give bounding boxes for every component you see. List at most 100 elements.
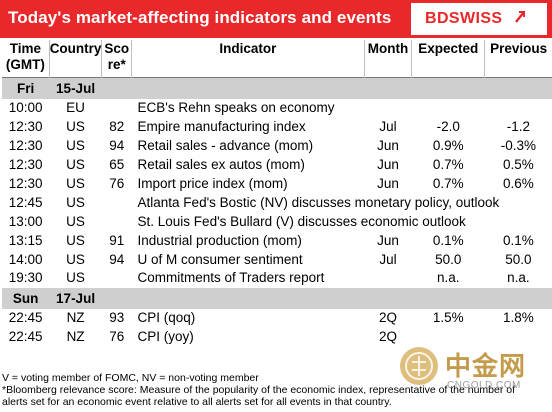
event-time: 12:30	[8, 176, 43, 191]
event-month: Jul	[379, 251, 397, 267]
day-date: 17-Jul	[49, 287, 102, 309]
table-row: 13:00 US St. Louis Fed's Bullard (V) dis…	[2, 212, 552, 231]
event-expected: -2.0	[436, 119, 460, 135]
day-name: Fri	[2, 77, 50, 99]
day-name: Sun	[2, 287, 50, 309]
event-score: 82	[109, 119, 125, 135]
event-country: US	[66, 232, 85, 248]
col-previous-header: Previous	[490, 41, 548, 56]
coin-icon	[400, 347, 438, 385]
event-indicator: CPI (qoq)	[137, 310, 196, 326]
table-row: 10:00 EU ECB's Rehn speaks on economy	[2, 99, 552, 118]
watermark-text: 中金网	[445, 352, 527, 382]
table-row: 12:30 US 65 Retail sales ex autos (mom) …	[2, 156, 552, 175]
event-score: 76	[109, 329, 125, 345]
event-country: US	[66, 157, 85, 173]
event-country: NZ	[66, 310, 85, 326]
event-country: EU	[66, 100, 85, 116]
day-date: 15-Jul	[49, 77, 102, 99]
table-row: 12:45 US Atlanta Fed's Bostic (NV) discu…	[2, 193, 552, 212]
table-header-row: Time (GMT) Country Sco re* Indicator Month…	[2, 40, 552, 78]
event-time: 13:15	[8, 232, 43, 248]
brand-logo: BDSWISS	[411, 3, 547, 35]
watermark-subtext: CNGOLD.COM	[447, 380, 521, 391]
event-country: US	[66, 251, 85, 267]
event-time: 22:45	[8, 310, 43, 326]
event-expected: n.a.	[436, 270, 460, 286]
page-title: Today's market-affecting indicators and …	[8, 8, 392, 27]
footnotes: V = voting member of FOMC, NV = non-voti…	[2, 372, 515, 408]
col-score-header: Sco re*	[101, 40, 133, 78]
event-expected: 0.1%	[432, 232, 464, 248]
calendar-body: Fri 15-Jul 10:00 EU ECB's Rehn speaks on…	[2, 77, 552, 347]
event-score: 76	[109, 176, 125, 191]
event-score: 94	[109, 138, 125, 154]
table-row: 22:45 NZ 76 CPI (yoy) 2Q	[2, 328, 552, 347]
footnote-relevance-cont: alerts set for an economic event relativ…	[2, 396, 392, 408]
event-month: Jul	[379, 119, 397, 135]
event-time: 12:30	[8, 138, 43, 154]
day-row: Sun 17-Jul	[2, 287, 552, 309]
footnote-relevance: *Bloomberg relevance score: Measure of t…	[2, 384, 516, 396]
event-indicator: Retail sales - advance (mom)	[137, 138, 314, 154]
event-score: 93	[109, 310, 125, 326]
event-indicator: Commitments of Traders report	[137, 270, 325, 286]
table-row: 12:30 US 82 Empire manufacturing index J…	[2, 118, 552, 137]
table-row: 13:15 US 91 Industrial production (mom) …	[2, 231, 552, 250]
table-row: 12:30 US 76 Import price index (mom) Jun…	[2, 175, 552, 194]
table-row: 22:45 NZ 93 CPI (qoq) 2Q 1.5% 1.8%	[2, 309, 552, 328]
event-expected: 0.7%	[432, 176, 464, 191]
event-indicator: Atlanta Fed's Bostic (NV) discusses mone…	[137, 194, 500, 210]
event-month: Jun	[377, 232, 399, 248]
col-month-header: Month	[364, 40, 413, 78]
col-time-header: Time (GMT)	[2, 40, 50, 78]
event-month: 2Q	[378, 329, 397, 345]
event-score	[102, 193, 132, 212]
event-time: 22:45	[8, 329, 43, 345]
event-previous: 1.8%	[502, 310, 534, 326]
event-indicator: Import price index (mom)	[137, 176, 288, 191]
event-expected: 1.5%	[432, 310, 464, 326]
event-time: 14:00	[8, 251, 43, 267]
event-indicator: Empire manufacturing index	[137, 119, 306, 135]
logo-arrow-icon	[515, 11, 525, 23]
event-month: Jun	[377, 138, 399, 154]
event-time: 12:30	[8, 157, 43, 173]
event-previous: n.a.	[507, 270, 530, 286]
event-previous: 0.6%	[502, 176, 534, 191]
event-month: 2Q	[378, 310, 397, 326]
table-row: 14:00 US 94 U of M consumer sentiment Ju…	[2, 250, 552, 269]
calendar-table: Time (GMT) Country Sco re* Indicator Month…	[2, 40, 552, 347]
event-previous: -0.3%	[500, 138, 537, 154]
event-indicator: Retail sales ex autos (mom)	[137, 157, 305, 173]
logo-text: BDSWISS	[425, 10, 503, 27]
event-indicator: St. Louis Fed's Bullard (V) discusses ec…	[137, 213, 466, 229]
col-indicator-header: Indicator	[131, 40, 365, 78]
event-expected: 0.7%	[432, 157, 464, 173]
event-indicator: U of M consumer sentiment	[137, 251, 303, 267]
day-row: Fri 15-Jul	[2, 77, 552, 99]
event-indicator: CPI (yoy)	[137, 329, 194, 345]
event-score: 65	[109, 157, 125, 173]
event-month: Jun	[377, 176, 399, 191]
event-country: US	[66, 138, 85, 154]
event-time: 10:00	[8, 100, 43, 116]
event-expected: 50.0	[435, 251, 462, 267]
footnote-voting: V = voting member of FOMC, NV = non-voti…	[2, 372, 259, 384]
event-month	[364, 269, 412, 288]
event-time: 19:30	[8, 270, 43, 286]
event-previous: 0.1%	[502, 232, 534, 248]
event-score	[102, 99, 132, 118]
col-country-header: Country	[49, 40, 103, 78]
event-country: US	[66, 213, 85, 229]
watermark-logo: 中金网 CNGOLD.COM	[395, 340, 550, 412]
event-expected: 0.9%	[432, 138, 464, 154]
event-time: 12:30	[8, 119, 43, 135]
event-country: NZ	[66, 329, 85, 345]
table-row: 12:30 US 94 Retail sales - advance (mom)…	[2, 137, 552, 156]
event-country: US	[66, 176, 85, 191]
event-score: 91	[109, 232, 125, 248]
event-previous: -1.2	[506, 119, 531, 135]
event-previous: 50.0	[505, 251, 532, 267]
event-previous: 0.5%	[502, 157, 534, 173]
